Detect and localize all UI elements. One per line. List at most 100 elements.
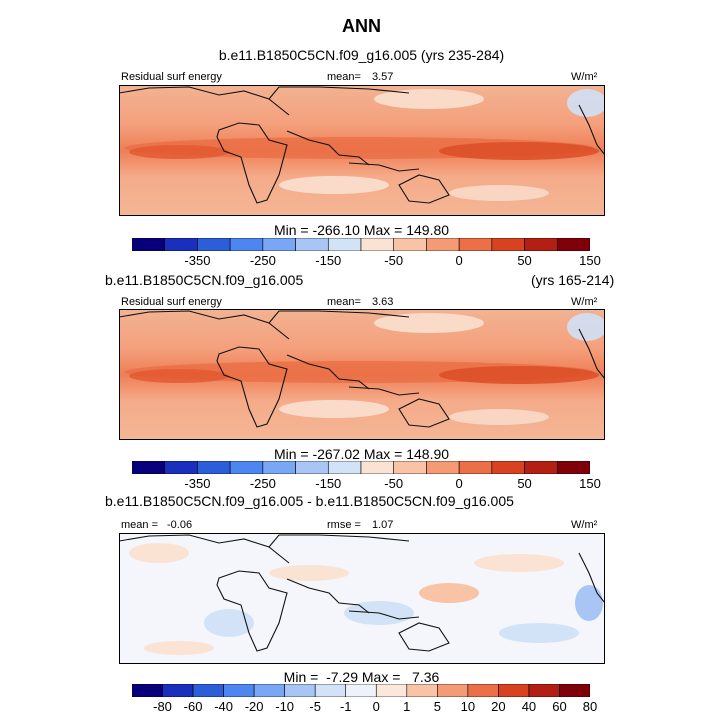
- colorbar-tick-label-3-4: -10: [275, 699, 295, 714]
- panel1-na-pacific-low: [567, 89, 605, 117]
- colorbar-tick-label-3-5: -5: [309, 699, 321, 714]
- colorbar-tick-label-3-2: -40: [214, 699, 233, 714]
- panel2-variable-label: Residual surf energy: [121, 296, 222, 308]
- colorbar-box-2-5: [295, 461, 329, 474]
- panel2-atlantic-maximum: [129, 369, 229, 383]
- colorbar-tick-label-2-2: -150: [315, 476, 342, 491]
- panel2-years: (yrs 165-214): [531, 272, 615, 288]
- panel2-colorbar-ticks: -350 -250 -150 -50 0 50 150: [132, 476, 600, 494]
- panel3-patch-g: [499, 623, 579, 643]
- panel2-coastlines: [119, 310, 605, 428]
- colorbar-tick-label-1-2: -150: [315, 253, 342, 268]
- colorbar-box-2-8: [393, 461, 427, 474]
- colorbar-tick-label-3-0: -80: [153, 699, 172, 714]
- colorbar-box-3-0: [132, 684, 163, 697]
- panel1-coastlines: [119, 86, 605, 204]
- panel2-indian-ocean-low: [279, 400, 389, 418]
- colorbar-box-2-3: [229, 461, 264, 474]
- colorbar-tick-label-3-11: 20: [491, 699, 506, 714]
- panel3-map: [119, 533, 605, 664]
- colorbar-box-3-9: [406, 684, 438, 697]
- colorbar-tick-label-2-1: -250: [249, 476, 276, 491]
- panel2-units: W/m²: [571, 296, 598, 308]
- colorbar-tick-label-2-0: -350: [184, 476, 211, 491]
- panel3-rmse-value: 1.07: [372, 519, 394, 531]
- colorbar-tick-label-3-6: -1: [339, 699, 352, 714]
- panel2-south-pacific-low: [449, 409, 549, 425]
- panel1-pacific-maximum: [439, 142, 599, 160]
- panel1-nw-pacific-low: [374, 89, 484, 109]
- panel1-units: W/m²: [571, 71, 598, 83]
- panel2-case-title: b.e11.B1850C5CN.f09_g16.005: [105, 272, 304, 288]
- colorbar-box-1-2: [197, 238, 231, 251]
- colorbar-box-2-10: [458, 461, 493, 474]
- colorbar-box-2-6: [327, 461, 362, 474]
- colorbar-box-1-3: [229, 238, 264, 251]
- colorbar-box-1-4: [262, 238, 296, 251]
- panel3-frame: [119, 533, 605, 664]
- colorbar-tick-label-3-7: 0: [372, 699, 380, 714]
- panel3-patch-e: [419, 583, 479, 603]
- colorbar-tick-label-3-13: 60: [552, 699, 567, 714]
- colorbar-box-3-13: [528, 684, 560, 697]
- panel3-case-title: b.e11.B1850C5CN.f09_g16.005 - b.e11.B185…: [105, 493, 514, 509]
- colorbar-box-2-7: [360, 461, 395, 474]
- colorbar-box-1-12: [524, 238, 558, 251]
- panel2-colorbar: [132, 461, 590, 474]
- panel3-patch-c: [269, 565, 349, 581]
- colorbar-tick-label-1-3: -50: [384, 253, 404, 268]
- colorbar-box-3-14: [559, 684, 590, 697]
- panel3-colorbar: [132, 684, 590, 697]
- panel1-indian-ocean-low: [279, 176, 389, 194]
- colorbar-box-2-2: [197, 461, 231, 474]
- colorbar-box-3-7: [345, 684, 377, 697]
- colorbar-tick-label-2-3: -50: [384, 476, 404, 491]
- panel3-patch-b: [204, 609, 254, 637]
- panel3-colorbar-ticks: -80 -60 -40 -20 -10 -5 -1 0 1 5 10 20 40 60 80: [132, 699, 597, 717]
- colorbar-tick-label-3-14: 80: [582, 699, 598, 714]
- colorbar-tick-label-2-6: 150: [579, 476, 601, 491]
- panel3-minmax: Min = -7.29 Max = 7.36: [283, 669, 440, 685]
- colorbar-tick-label-3-1: -60: [183, 699, 203, 714]
- panel1-minmax: Min = -266.10 Max = 149.80: [273, 222, 450, 238]
- colorbar-box-1-11: [491, 238, 525, 251]
- panel1-colorbar-ticks: -350 -250 -150 -50 0 50 150: [132, 253, 600, 271]
- colorbar-tick-label-1-1: -250: [249, 253, 276, 268]
- colorbar-box-2-11: [491, 461, 525, 474]
- colorbar-box-3-1: [162, 684, 194, 697]
- colorbar-tick-label-3-10: 10: [460, 699, 476, 714]
- panel1-frame: [119, 85, 605, 216]
- colorbar-tick-label-2-4: 0: [455, 476, 463, 491]
- panel1-map: [119, 85, 605, 216]
- colorbar-box-1-13: [556, 238, 590, 251]
- panel2-pacific-maximum: [439, 366, 599, 384]
- colorbar-box-2-12: [524, 461, 558, 474]
- colorbar-box-1-5: [295, 238, 329, 251]
- panel1-south-pacific-low: [449, 185, 549, 201]
- panel1-variable-label: Residual surf energy: [121, 71, 222, 83]
- panel1-atlantic-maximum: [129, 145, 229, 159]
- colorbar-tick-label-2-5: 50: [517, 476, 532, 491]
- colorbar-tick-label-3-3: -20: [244, 699, 264, 714]
- panel2-frame: [119, 309, 605, 440]
- figure-title: ANN: [342, 16, 381, 36]
- colorbar-tick-label-1-5: 50: [517, 253, 532, 268]
- colorbar-box-3-3: [223, 684, 255, 697]
- colorbar-box-1-1: [164, 238, 198, 251]
- colorbar-box-2-1: [164, 461, 198, 474]
- panel2-na-pacific-low: [567, 313, 605, 341]
- colorbar-box-3-2: [192, 684, 224, 697]
- colorbar-box-3-4: [253, 684, 285, 697]
- colorbar-box-2-4: [262, 461, 296, 474]
- colorbar-box-2-13: [556, 461, 590, 474]
- panel1-case-title: b.e11.B1850C5CN.f09_g16.005 (yrs 235-284…: [218, 47, 505, 63]
- panel3-patch-a: [129, 543, 189, 563]
- colorbar-box-3-12: [498, 684, 530, 697]
- panel1-mean-value: 3.57: [372, 71, 394, 83]
- panel3-rmse-label: rmse =: [327, 519, 361, 531]
- colorbar-box-1-0: [132, 238, 166, 251]
- panel3-patch-f: [474, 554, 564, 572]
- panel3-patch-h: [575, 585, 603, 621]
- colorbar-box-3-5: [284, 684, 316, 697]
- colorbar-box-1-10: [458, 238, 493, 251]
